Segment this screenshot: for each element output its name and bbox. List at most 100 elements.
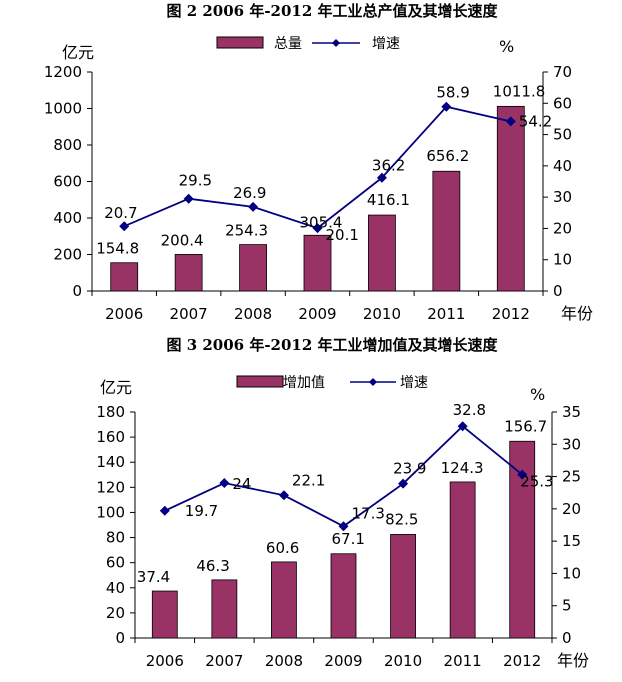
line-value-label: 23.9 bbox=[393, 460, 426, 478]
y-tick-label-right: 20 bbox=[562, 500, 581, 518]
line-value-label: 24 bbox=[232, 475, 251, 493]
y-tick-label-right: 30 bbox=[562, 435, 581, 453]
bar-value-label: 67.1 bbox=[332, 530, 365, 548]
legend-line-marker bbox=[369, 378, 377, 386]
y-tick-label-left: 100 bbox=[96, 503, 125, 521]
line-point-2010 bbox=[398, 478, 409, 489]
bar-value-label: 46.3 bbox=[196, 557, 229, 575]
x-tick-label: 2009 bbox=[324, 652, 362, 670]
x-tick-label: 2011 bbox=[444, 652, 482, 670]
legend-bar-swatch bbox=[236, 375, 284, 388]
legend-bar-label: 总量 bbox=[274, 36, 302, 52]
x-tick-label: 2009 bbox=[298, 305, 336, 323]
y-tick-label-left: 40 bbox=[106, 579, 125, 597]
y-tick-label-right: 5 bbox=[562, 597, 572, 615]
line-point-2007 bbox=[219, 478, 230, 489]
line-value-label: 20.1 bbox=[326, 226, 359, 244]
bar-2008 bbox=[271, 561, 297, 639]
x-tick-label: 2007 bbox=[170, 305, 208, 323]
bar-value-label: 37.4 bbox=[137, 568, 170, 586]
line-point-2012 bbox=[505, 116, 516, 127]
line-value-label: 26.9 bbox=[233, 184, 266, 202]
legend-line-marker bbox=[332, 39, 340, 47]
y-tick-label-left: 0 bbox=[72, 282, 82, 300]
line-value-label: 25.3 bbox=[520, 473, 553, 491]
y-tick-label-right: 35 bbox=[562, 403, 581, 421]
line-value-label: 19.7 bbox=[185, 502, 218, 520]
x-tick-label: 2006 bbox=[105, 305, 143, 323]
y-tick-label-left: 400 bbox=[53, 209, 82, 227]
y-tick-label-right: 50 bbox=[553, 126, 572, 144]
bar-value-label: 200.4 bbox=[161, 231, 204, 249]
x-axis-label: 年份 bbox=[561, 304, 593, 323]
x-tick-label: 2008 bbox=[265, 652, 303, 670]
bar-value-label: 60.6 bbox=[266, 539, 299, 557]
bar-value-label: 305.4 bbox=[300, 213, 343, 231]
bar-value-label: 254.3 bbox=[225, 222, 268, 240]
bar-value-label: 656.2 bbox=[426, 147, 469, 165]
bar-2011 bbox=[432, 170, 461, 292]
x-tick-label: 2010 bbox=[363, 305, 401, 323]
y-tick-label-left: 180 bbox=[96, 403, 125, 421]
line-point-2007 bbox=[183, 193, 194, 204]
bar-2008 bbox=[239, 244, 267, 292]
y-axis-unit-left: 亿元 bbox=[62, 43, 94, 62]
line-value-label: 32.8 bbox=[453, 401, 486, 419]
y-tick-label-left: 20 bbox=[106, 604, 125, 622]
bar-2011 bbox=[449, 481, 476, 639]
line-point-2011 bbox=[441, 101, 452, 112]
y-tick-label-right: 10 bbox=[553, 251, 572, 269]
line-value-label: 58.9 bbox=[436, 84, 469, 102]
legend-line-label: 增速 bbox=[372, 36, 400, 52]
y-tick-label-right: 60 bbox=[553, 94, 572, 112]
x-tick-label: 2006 bbox=[146, 652, 184, 670]
bar-value-label: 416.1 bbox=[367, 191, 410, 209]
line-value-label: 54.2 bbox=[519, 112, 552, 130]
line-point-2011 bbox=[457, 421, 468, 432]
line-point-2008 bbox=[248, 201, 259, 212]
y-tick-label-right: 0 bbox=[562, 629, 572, 647]
x-tick-label: 2011 bbox=[427, 305, 465, 323]
x-tick-label: 2012 bbox=[503, 652, 541, 670]
y-tick-label-right: 15 bbox=[562, 532, 581, 550]
chart-title: 图 3 2006 年-2012 年工业增加值及其增长速度 bbox=[166, 336, 498, 354]
x-tick-label: 2012 bbox=[492, 305, 530, 323]
y-tick-label-left: 200 bbox=[53, 246, 82, 264]
y-tick-label-left: 120 bbox=[96, 478, 125, 496]
line-value-label: 17.3 bbox=[352, 504, 385, 522]
y-tick-label-left: 600 bbox=[53, 173, 82, 191]
line-point-2009 bbox=[338, 521, 349, 532]
line-point-2008 bbox=[278, 490, 289, 501]
x-tick-label: 2008 bbox=[234, 305, 272, 323]
legend-bar-swatch bbox=[216, 36, 264, 49]
y-tick-label-left: 80 bbox=[106, 529, 125, 547]
bar-2012 bbox=[496, 105, 525, 292]
line-point-2010 bbox=[376, 172, 387, 183]
line-point-2012 bbox=[517, 469, 528, 480]
line-point-2006 bbox=[159, 505, 170, 516]
y-axis-unit-left: 亿元 bbox=[100, 378, 132, 397]
bar-2006 bbox=[151, 590, 178, 639]
line-value-label: 20.7 bbox=[104, 204, 137, 222]
bar-2009 bbox=[330, 553, 357, 639]
y-tick-label-right: 70 bbox=[553, 63, 572, 81]
legend-bar-label: 增加值 bbox=[283, 375, 325, 391]
y-tick-label-right: 10 bbox=[562, 564, 581, 582]
y-tick-label-left: 1000 bbox=[44, 100, 82, 118]
bar-2007 bbox=[211, 579, 238, 639]
line-point-2006 bbox=[119, 221, 130, 232]
y-tick-label-right: 40 bbox=[553, 157, 572, 175]
line-point-2009 bbox=[312, 223, 323, 234]
bar-value-label: 156.7 bbox=[504, 417, 547, 435]
x-tick-label: 2010 bbox=[384, 652, 422, 670]
y-tick-label-left: 140 bbox=[96, 453, 125, 471]
line-value-label: 22.1 bbox=[292, 471, 325, 489]
bar-value-label: 1011.8 bbox=[493, 82, 546, 100]
y-tick-label-left: 160 bbox=[96, 428, 125, 446]
y-tick-label-right: 30 bbox=[553, 188, 572, 206]
y-tick-label-left: 0 bbox=[115, 629, 125, 647]
y-tick-label-right: 25 bbox=[562, 468, 581, 486]
